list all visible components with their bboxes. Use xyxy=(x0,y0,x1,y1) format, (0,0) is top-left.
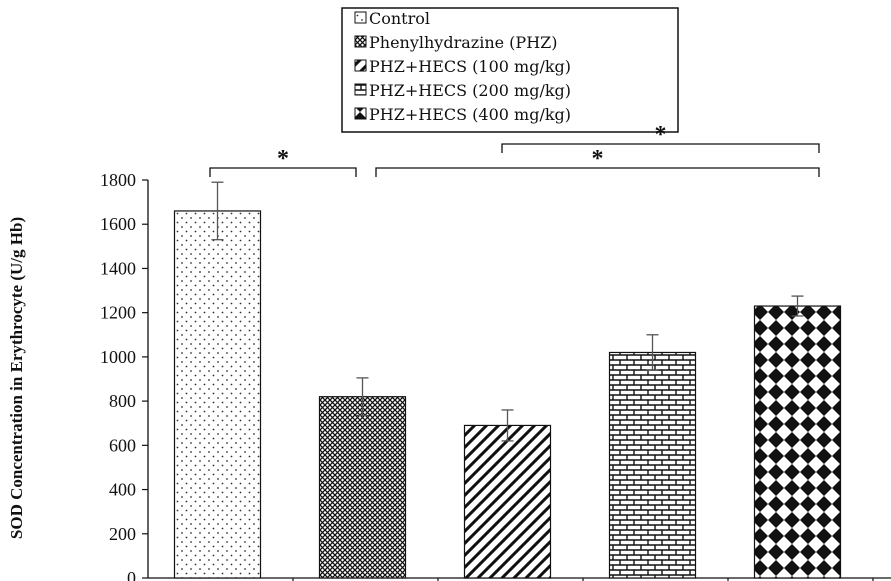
legend-swatch-hecs-400 xyxy=(354,107,367,120)
bar xyxy=(318,396,407,579)
y-tick-label: 800 xyxy=(109,391,136,411)
significance-star: * xyxy=(592,146,604,172)
legend-label-phz: Phenylhydrazine (PHZ) xyxy=(369,33,558,52)
legend: Control Phenylhydrazine (PHZ) PHZ+HECS (… xyxy=(341,7,679,133)
bar xyxy=(173,210,262,579)
legend-box xyxy=(341,7,679,133)
significance-star: * xyxy=(277,146,289,172)
legend-label-hecs-200: PHZ+HECS (200 mg/kg) xyxy=(369,81,571,100)
y-tick-label: 1200 xyxy=(100,303,136,323)
legend-item-hecs-400: PHZ+HECS (400 mg/kg) xyxy=(354,105,571,124)
y-tick-label: 600 xyxy=(109,435,136,455)
significance-brackets: * * * xyxy=(209,122,820,177)
bar xyxy=(608,351,697,579)
legend-item-control: Control xyxy=(354,9,430,28)
legend-item-hecs-100: PHZ+HECS (100 mg/kg) xyxy=(354,57,571,76)
legend-label-hecs-100: PHZ+HECS (100 mg/kg) xyxy=(369,57,571,76)
bar xyxy=(753,305,842,579)
significance-bracket xyxy=(209,167,357,177)
error-bars xyxy=(211,181,804,442)
significance-star: * xyxy=(655,122,667,148)
y-tick-label: 1000 xyxy=(100,347,136,367)
legend-swatch-phz xyxy=(354,35,367,48)
legend-label-hecs-400: PHZ+HECS (400 mg/kg) xyxy=(369,105,571,124)
y-axis-title: SOD Concentration in Erythrocyte (U/g Hb… xyxy=(7,217,26,539)
y-tick-label: 0 xyxy=(127,568,136,581)
legend-swatch-control xyxy=(354,11,367,24)
legend-swatch-hecs-100 xyxy=(354,59,367,72)
legend-item-phz: Phenylhydrazine (PHZ) xyxy=(354,33,558,52)
bars xyxy=(173,210,842,579)
legend-item-hecs-200: PHZ+HECS (200 mg/kg) xyxy=(354,81,571,100)
y-tick-label: 200 xyxy=(109,524,136,544)
y-ticks: 0 200 400 600 800 1000 1200 1400 1600 1800 xyxy=(100,170,874,581)
significance-bracket xyxy=(501,143,820,153)
y-tick-label: 1800 xyxy=(100,170,136,190)
y-tick-label: 1600 xyxy=(100,214,136,234)
y-tick-label: 1400 xyxy=(100,258,136,278)
significance-bracket xyxy=(375,167,820,177)
legend-swatch-hecs-200 xyxy=(354,83,367,96)
legend-label-control: Control xyxy=(369,9,430,28)
y-tick-label: 400 xyxy=(109,480,136,500)
bar xyxy=(463,424,552,579)
